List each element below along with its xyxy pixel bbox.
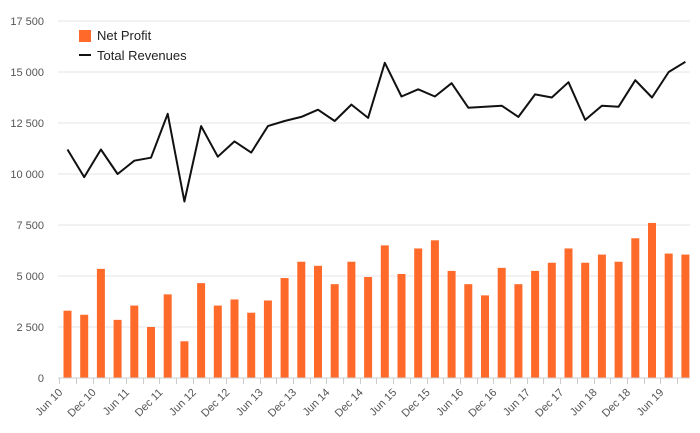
legend: Net Profit Total Revenues bbox=[79, 28, 187, 63]
x-tick-label: Dec 12 bbox=[199, 387, 232, 420]
bar-net-profit bbox=[347, 261, 356, 378]
line-layer bbox=[66, 60, 686, 203]
bar-net-profit bbox=[96, 268, 105, 378]
bar-net-profit bbox=[130, 305, 139, 378]
y-tick-label: 10 000 bbox=[10, 169, 44, 181]
bar-net-profit bbox=[330, 284, 339, 378]
x-tick-label: Jun 13 bbox=[234, 387, 266, 419]
grid-layer bbox=[58, 20, 690, 328]
bar-net-profit bbox=[280, 278, 289, 378]
y-tick-label: 12 500 bbox=[10, 118, 44, 130]
x-tick-label: Dec 16 bbox=[466, 387, 499, 420]
bar-net-profit bbox=[430, 240, 439, 378]
x-tick-label: Dec 10 bbox=[66, 387, 99, 420]
x-tick-label: Jun 12 bbox=[167, 387, 199, 419]
bar-net-profit bbox=[631, 238, 640, 378]
x-tick-label: Jun 19 bbox=[635, 387, 667, 419]
bar-net-profit bbox=[113, 319, 122, 378]
y-tick-label: 0 bbox=[38, 373, 44, 385]
line-total-revenues bbox=[66, 60, 686, 203]
bar-net-profit bbox=[63, 310, 72, 378]
bar-net-profit bbox=[648, 222, 656, 378]
x-tick-label: Jun 14 bbox=[301, 387, 333, 419]
legend-label-total-revenues: Total Revenues bbox=[97, 48, 187, 63]
bar-net-profit bbox=[414, 248, 423, 378]
bar-net-profit bbox=[597, 254, 606, 378]
bar-net-profit bbox=[180, 341, 189, 378]
x-tick-label: Dec 13 bbox=[266, 387, 299, 420]
bar-net-profit bbox=[80, 314, 89, 378]
bar-net-profit bbox=[163, 294, 172, 378]
bar-net-profit bbox=[147, 327, 155, 378]
x-tick-label: Jun 15 bbox=[367, 387, 399, 419]
bar-net-profit bbox=[197, 283, 206, 378]
y-tick-label: 15 000 bbox=[10, 67, 44, 79]
x-tick-label: Dec 18 bbox=[600, 387, 633, 420]
x-tick-label: Jun 18 bbox=[568, 387, 600, 419]
bar-net-profit bbox=[547, 262, 556, 378]
bar-net-profit bbox=[380, 245, 389, 378]
y-tick-label: 7 500 bbox=[16, 220, 44, 232]
bar-net-profit bbox=[464, 284, 473, 378]
bar-net-profit bbox=[230, 299, 239, 378]
legend-swatch-net-profit bbox=[79, 30, 91, 42]
bar-net-profit bbox=[213, 305, 222, 378]
x-tick-label: Jun 11 bbox=[101, 387, 132, 418]
bar-net-profit bbox=[397, 273, 406, 378]
bar-net-profit bbox=[581, 262, 590, 378]
bar-net-profit bbox=[481, 295, 489, 378]
x-tick-label: Dec 11 bbox=[133, 387, 166, 420]
x-tick-label: Jun 10 bbox=[33, 387, 65, 419]
x-tick-label: Dec 17 bbox=[533, 387, 566, 420]
x-tick-label: Jun 17 bbox=[501, 387, 533, 419]
y-tick-label: 17 500 bbox=[10, 16, 44, 28]
bar-net-profit bbox=[247, 312, 256, 378]
bar-net-profit bbox=[497, 267, 506, 378]
x-tick-label: Dec 15 bbox=[400, 387, 433, 420]
bar-net-profit bbox=[364, 277, 373, 378]
y-tick-label: 2 500 bbox=[16, 322, 44, 334]
x-tick-label: Dec 14 bbox=[333, 387, 366, 420]
bar-net-profit bbox=[564, 248, 573, 378]
bar-net-profit bbox=[263, 300, 272, 378]
bar-net-profit bbox=[614, 261, 623, 378]
bar-net-profit bbox=[314, 265, 322, 378]
x-tick-label: Jun 16 bbox=[434, 387, 466, 419]
legend-label-net-profit: Net Profit bbox=[97, 28, 152, 43]
bar-net-profit bbox=[514, 284, 523, 378]
bar-net-profit bbox=[681, 254, 690, 378]
bar-net-profit bbox=[297, 261, 306, 378]
bar-net-profit bbox=[664, 253, 673, 378]
bar-net-profit bbox=[447, 270, 456, 378]
y-tick-label: 5 000 bbox=[16, 271, 44, 283]
bars-layer bbox=[63, 222, 690, 378]
bar-net-profit bbox=[531, 270, 540, 378]
